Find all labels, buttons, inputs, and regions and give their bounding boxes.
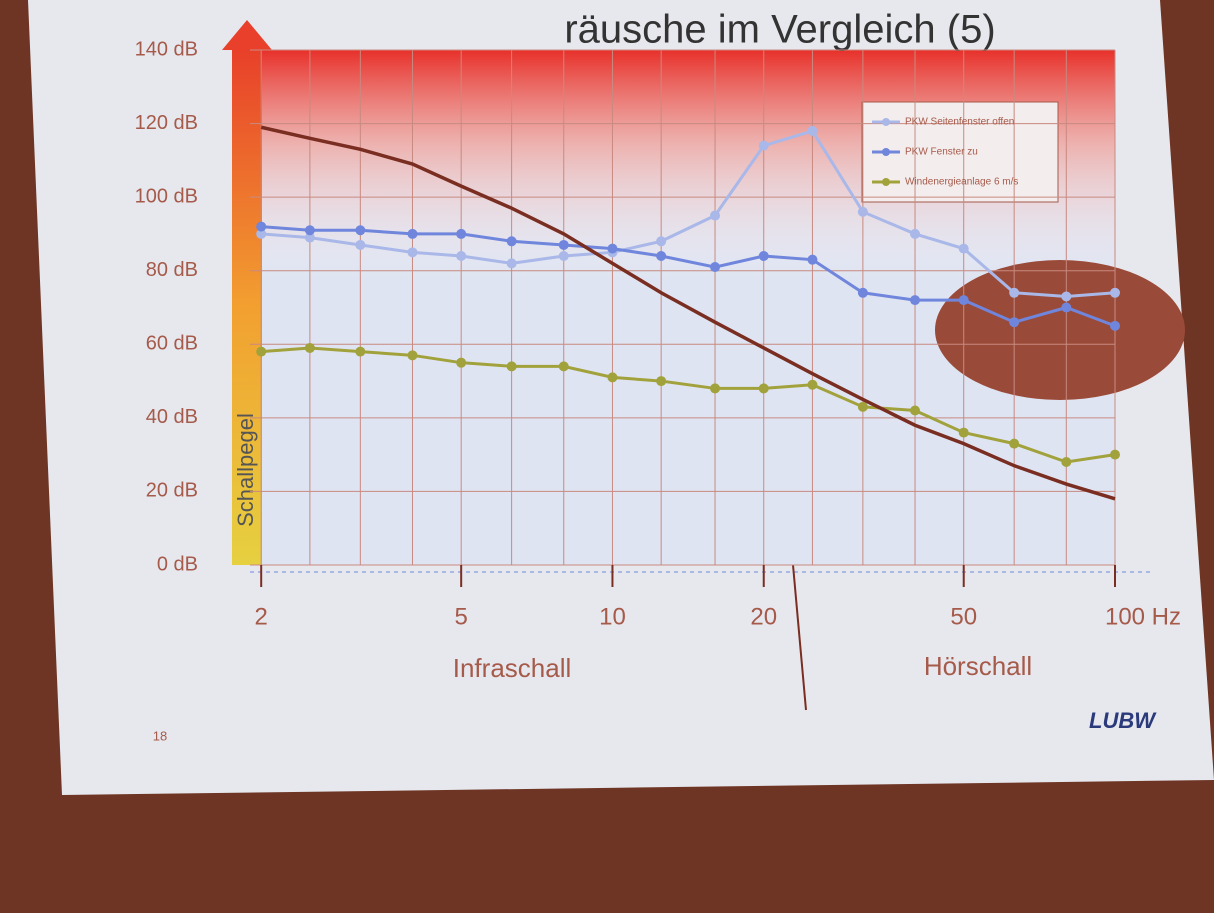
data-point xyxy=(256,222,266,232)
data-point xyxy=(559,251,569,261)
data-point xyxy=(507,236,517,246)
logo: LUBW xyxy=(1089,708,1157,733)
data-point xyxy=(607,244,617,254)
page: räusche im Vergleich (5) Schallpegel Inf… xyxy=(0,0,1214,908)
x-tick-label: 50 xyxy=(950,603,977,630)
x-tick-label: 100 Hz xyxy=(1105,603,1181,630)
data-point xyxy=(1009,317,1019,327)
legend-marker xyxy=(882,118,890,126)
data-point xyxy=(1110,450,1120,460)
data-point xyxy=(807,380,817,390)
data-point xyxy=(759,251,769,261)
y-axis-label: Schallpegel xyxy=(233,413,258,527)
x-tick-label: 20 xyxy=(750,603,777,630)
data-point xyxy=(407,350,417,360)
data-point xyxy=(355,240,365,250)
annotation: Infraschall xyxy=(453,653,572,683)
chart-title: räusche im Vergleich (5) xyxy=(564,8,995,52)
x-tick-label: 2 xyxy=(255,603,268,630)
y-tick-label: 20 dB xyxy=(146,480,198,502)
data-point xyxy=(759,383,769,393)
data-point xyxy=(407,247,417,257)
data-point xyxy=(456,358,466,368)
data-point xyxy=(910,406,920,416)
legend-marker xyxy=(882,148,890,156)
y-tick-label: 80 dB xyxy=(146,259,198,281)
data-point xyxy=(507,258,517,268)
legend-label: PKW Fenster zu xyxy=(905,147,978,158)
data-point xyxy=(355,347,365,357)
data-point xyxy=(607,372,617,382)
data-point xyxy=(559,240,569,250)
data-point xyxy=(656,236,666,246)
data-point xyxy=(1061,303,1071,313)
data-point xyxy=(858,402,868,412)
y-tick-label: 60 dB xyxy=(146,333,198,355)
hearing-area xyxy=(935,260,1185,400)
data-point xyxy=(910,229,920,239)
data-point xyxy=(407,229,417,239)
data-point xyxy=(959,428,969,438)
data-point xyxy=(759,141,769,151)
data-point xyxy=(1009,288,1019,298)
data-point xyxy=(959,295,969,305)
x-tick-label: 5 xyxy=(454,603,467,630)
data-point xyxy=(305,225,315,235)
data-point xyxy=(807,126,817,136)
data-point xyxy=(1061,291,1071,301)
page-number: 18 xyxy=(153,728,167,743)
data-point xyxy=(807,255,817,265)
data-point xyxy=(858,207,868,217)
annotation: Hörschall xyxy=(924,651,1032,681)
legend-label: PKW Seitenfenster offen xyxy=(905,117,1014,128)
data-point xyxy=(910,295,920,305)
data-point xyxy=(710,262,720,272)
data-point xyxy=(507,361,517,371)
y-tick-label: 0 dB xyxy=(157,553,198,575)
data-point xyxy=(1061,457,1071,467)
data-point xyxy=(256,347,266,357)
data-point xyxy=(559,361,569,371)
y-tick-label: 40 dB xyxy=(146,406,198,428)
y-tick-label: 100 dB xyxy=(135,185,198,207)
data-point xyxy=(710,211,720,221)
data-point xyxy=(710,383,720,393)
data-point xyxy=(456,229,466,239)
data-point xyxy=(858,288,868,298)
data-point xyxy=(656,251,666,261)
data-point xyxy=(355,225,365,235)
data-point xyxy=(456,251,466,261)
data-point xyxy=(1009,439,1019,449)
x-tick-label: 10 xyxy=(599,603,626,630)
chart: räusche im Vergleich (5) Schallpegel Inf… xyxy=(0,0,1214,908)
legend-label: Windenergieanlage 6 m/s xyxy=(905,177,1018,188)
data-point xyxy=(1110,288,1120,298)
y-tick-label: 120 dB xyxy=(135,112,198,134)
y-tick-label: 140 dB xyxy=(135,38,198,60)
legend-marker xyxy=(882,178,890,186)
data-point xyxy=(305,343,315,353)
data-point xyxy=(959,244,969,254)
data-point xyxy=(656,376,666,386)
data-point xyxy=(1110,321,1120,331)
